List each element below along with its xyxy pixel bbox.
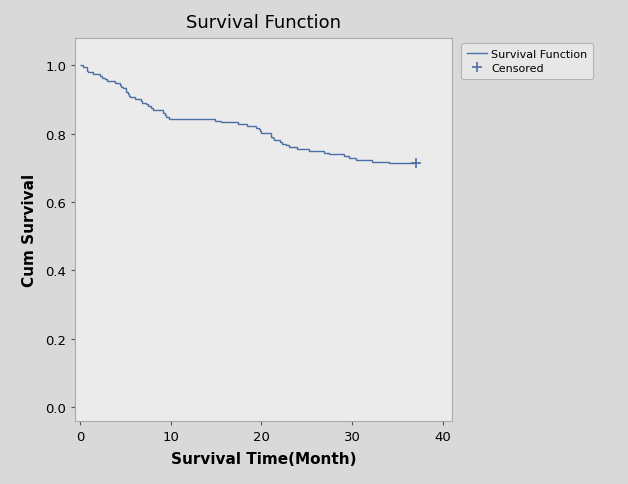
Legend: Survival Function, Censored: Survival Function, Censored xyxy=(462,44,593,80)
X-axis label: Survival Time(Month): Survival Time(Month) xyxy=(171,452,357,467)
Title: Survival Function: Survival Function xyxy=(187,14,341,31)
Y-axis label: Cum Survival: Cum Survival xyxy=(22,173,37,287)
